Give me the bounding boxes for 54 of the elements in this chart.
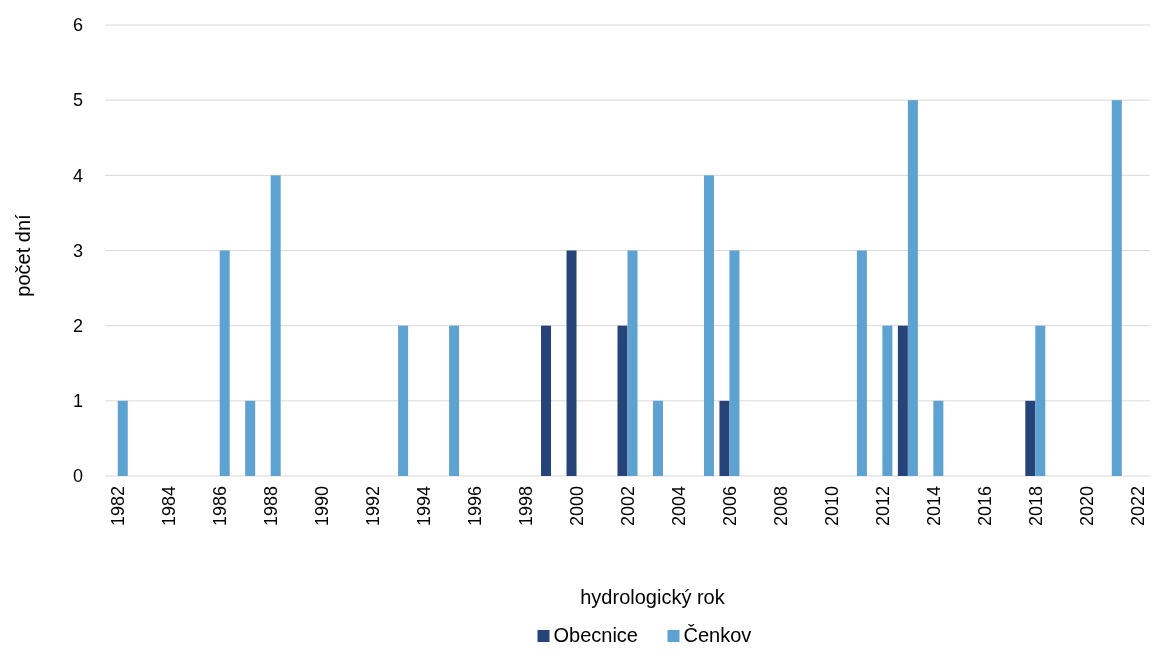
x-tick-label: 2022 (1127, 486, 1148, 527)
legend-label: Obecnice (553, 624, 638, 646)
y-tick-label: 0 (72, 466, 83, 487)
x-tick-label: 1982 (108, 486, 129, 527)
bar (703, 175, 714, 476)
y-tick-label: 1 (72, 391, 83, 412)
bar (729, 250, 740, 476)
x-tick-label: 2012 (872, 486, 893, 527)
x-axis-title: hydrologický rok (580, 586, 726, 608)
bar (219, 250, 230, 476)
bar (1025, 400, 1036, 476)
y-tick-label: 6 (72, 15, 83, 36)
bar (449, 325, 460, 476)
bar (270, 175, 281, 476)
x-tick-label: 2008 (770, 486, 791, 527)
bar (719, 400, 730, 476)
y-tick-label: 2 (72, 315, 83, 336)
bar (1111, 100, 1122, 476)
bar (617, 325, 628, 476)
x-tick-label: 2018 (1025, 486, 1046, 527)
x-tick-label: 1986 (210, 486, 230, 527)
x-tick-label: 1996 (464, 486, 485, 527)
bar (933, 400, 944, 476)
x-tick-label: 1984 (159, 486, 180, 527)
bar (897, 325, 908, 476)
bar (541, 325, 552, 476)
y-axis-title: počet dní (12, 213, 34, 297)
bar (245, 400, 256, 476)
x-tick-label: 2010 (821, 486, 842, 527)
x-tick-label: 2004 (668, 486, 689, 527)
bar (566, 250, 577, 476)
x-tick-label: 1988 (260, 486, 281, 527)
x-tick-label: 1994 (413, 486, 434, 527)
x-tick-label: 2014 (923, 486, 944, 527)
x-tick-label: 1992 (362, 486, 383, 527)
x-tick-label: 2000 (566, 486, 587, 527)
bar (1035, 325, 1046, 476)
x-tick-label: 2002 (617, 486, 638, 527)
x-tick-label: 1990 (311, 486, 332, 527)
bar (856, 250, 867, 476)
y-tick-label: 5 (72, 90, 83, 111)
bar (652, 400, 663, 476)
bar (907, 100, 918, 476)
x-tick-label: 1998 (515, 486, 536, 527)
x-tick-label: 2006 (719, 486, 740, 527)
x-tick-label: 2020 (1076, 486, 1097, 527)
y-tick-label: 4 (72, 165, 83, 186)
bar (398, 325, 409, 476)
bar (882, 325, 893, 476)
x-tick-label: 2016 (974, 486, 995, 527)
bar (117, 400, 128, 476)
bar (627, 250, 638, 476)
y-tick-label: 3 (72, 240, 83, 261)
legend-label: Čenkov (683, 624, 752, 646)
